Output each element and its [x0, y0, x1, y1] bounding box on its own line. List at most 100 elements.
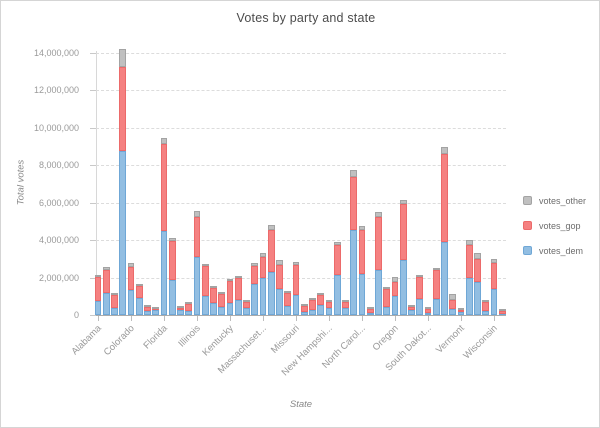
bar-kansas-votes_other[interactable]: [218, 292, 226, 295]
bar-ohio[interactable]: [375, 211, 382, 315]
bar-massachusetts[interactable]: [259, 252, 267, 315]
bar-washington-votes_other[interactable]: [474, 252, 481, 260]
bar-new-york[interactable]: [350, 170, 358, 315]
bar-arkansas-votes_other[interactable]: [111, 293, 118, 296]
bar-arizona[interactable]: [102, 266, 110, 315]
bar-michigan[interactable]: [267, 225, 275, 315]
bar-iowa-votes_dem[interactable]: [210, 302, 217, 315]
bar-louisiana[interactable]: [234, 276, 242, 315]
bar-kentucky-votes_gop[interactable]: [226, 280, 234, 304]
bar-indiana-votes_dem[interactable]: [201, 295, 209, 315]
bar-indiana-votes_other[interactable]: [201, 263, 209, 267]
bar-delaware-votes_dem[interactable]: [144, 310, 151, 315]
bar-california-votes_dem[interactable]: [119, 150, 127, 315]
bar-wyoming-votes_gop[interactable]: [498, 310, 506, 314]
bar-oregon-votes_other[interactable]: [391, 277, 399, 282]
bar-north-carolina-votes_dem[interactable]: [358, 273, 366, 315]
bar-vermont-votes_dem[interactable]: [457, 311, 465, 315]
bar-new-jersey-votes_dem[interactable]: [333, 274, 341, 315]
bar-oklahoma-votes_gop[interactable]: [383, 289, 391, 308]
bar-south-carolina-votes_other[interactable]: [416, 275, 424, 278]
bar-michigan-votes_gop[interactable]: [267, 229, 275, 273]
bar-florida-votes_dem[interactable]: [160, 230, 168, 315]
bar-illinois-votes_gop[interactable]: [193, 216, 201, 258]
bar-connecticut-votes_dem[interactable]: [135, 298, 143, 315]
bar-texas-votes_gop[interactable]: [441, 154, 448, 243]
bar-nevada-votes_gop[interactable]: [317, 295, 325, 305]
bar-utah-votes_other[interactable]: [449, 293, 457, 300]
bar-colorado-votes_dem[interactable]: [127, 289, 135, 315]
bar-rhode-island-votes_other[interactable]: [408, 304, 415, 307]
bar-maryland-votes_gop[interactable]: [251, 265, 259, 284]
bar-tennessee[interactable]: [432, 267, 440, 315]
bar-vermont-votes_other[interactable]: [457, 307, 465, 310]
bar-louisiana-votes_gop[interactable]: [234, 278, 242, 301]
bar-illinois[interactable]: [193, 211, 201, 315]
bar-missouri-votes_other[interactable]: [292, 262, 300, 266]
bar-kentucky-votes_dem[interactable]: [226, 303, 234, 315]
bar-maine-votes_dem[interactable]: [243, 308, 250, 315]
bar-wisconsin-votes_dem[interactable]: [490, 289, 498, 315]
bar-minnesota-votes_gop[interactable]: [276, 264, 283, 290]
bar-michigan-votes_dem[interactable]: [267, 272, 275, 315]
bar-vermont[interactable]: [457, 307, 465, 315]
bar-virginia-votes_gop[interactable]: [465, 244, 473, 278]
bar-iowa[interactable]: [210, 285, 217, 315]
bar-delaware[interactable]: [144, 305, 151, 315]
bar-georgia-votes_dem[interactable]: [168, 279, 176, 315]
bar-colorado-votes_gop[interactable]: [127, 267, 135, 290]
bar-arizona-votes_dem[interactable]: [102, 293, 110, 315]
bar-wisconsin-votes_gop[interactable]: [490, 262, 498, 290]
bar-alabama-votes_other[interactable]: [94, 274, 102, 277]
bar-texas[interactable]: [441, 146, 448, 315]
bar-nebraska-votes_dem[interactable]: [309, 309, 316, 315]
legend-item-votes-gop[interactable]: votes_gop: [523, 221, 586, 231]
bar-mississippi-votes_other[interactable]: [284, 290, 292, 293]
bar-oregon[interactable]: [391, 277, 399, 315]
bar-oklahoma[interactable]: [383, 287, 391, 315]
bar-west-virginia[interactable]: [482, 300, 490, 315]
bar-mississippi[interactable]: [284, 290, 292, 315]
bar-tennessee-votes_gop[interactable]: [432, 270, 440, 299]
bar-alabama-votes_dem[interactable]: [94, 301, 102, 315]
bar-missouri-votes_gop[interactable]: [292, 265, 300, 295]
bar-north-dakota-votes_gop[interactable]: [366, 309, 374, 314]
bar-alabama-votes_gop[interactable]: [94, 276, 102, 302]
bar-new-mexico-votes_dem[interactable]: [342, 307, 349, 315]
bar-west-virginia-votes_gop[interactable]: [482, 302, 490, 312]
bar-rhode-island-votes_dem[interactable]: [408, 310, 415, 315]
bar-michigan-votes_other[interactable]: [267, 225, 275, 230]
bar-rhode-island-votes_gop[interactable]: [408, 306, 415, 311]
bar-georgia-votes_gop[interactable]: [168, 240, 176, 280]
bar-arizona-votes_gop[interactable]: [102, 269, 110, 294]
bar-montana-votes_gop[interactable]: [300, 306, 308, 312]
bar-hawaii-votes_gop[interactable]: [177, 307, 184, 310]
bar-north-carolina[interactable]: [358, 226, 366, 315]
legend-item-votes-other[interactable]: votes_other: [523, 196, 586, 206]
bar-florida[interactable]: [160, 138, 168, 315]
bar-hawaii-votes_dem[interactable]: [177, 310, 184, 315]
bar-nebraska[interactable]: [309, 298, 316, 315]
bar-new-york-votes_other[interactable]: [350, 170, 358, 177]
bar-hawaii[interactable]: [177, 305, 184, 315]
bar-colorado-votes_other[interactable]: [127, 262, 135, 268]
bar-colorado[interactable]: [127, 262, 135, 315]
bar-kansas[interactable]: [218, 292, 226, 315]
bar-missouri[interactable]: [292, 262, 300, 315]
bar-new-mexico-votes_other[interactable]: [342, 299, 349, 302]
bar-arkansas-votes_dem[interactable]: [111, 307, 118, 315]
bar-iowa-votes_gop[interactable]: [210, 287, 217, 303]
bar-pennsylvania-votes_dem[interactable]: [399, 260, 407, 315]
bar-vermont-votes_gop[interactable]: [457, 309, 465, 312]
bar-oklahoma-votes_dem[interactable]: [383, 307, 391, 315]
bar-utah-votes_dem[interactable]: [449, 309, 457, 315]
bar-connecticut[interactable]: [135, 283, 143, 315]
bar-north-dakota-votes_other[interactable]: [366, 307, 374, 310]
bar-georgia-votes_other[interactable]: [168, 238, 176, 241]
bar-pennsylvania-votes_other[interactable]: [399, 200, 407, 205]
bar-new-mexico[interactable]: [342, 299, 349, 315]
bar-california-votes_gop[interactable]: [119, 66, 127, 151]
bar-kentucky[interactable]: [226, 278, 234, 315]
bar-south-dakota[interactable]: [424, 306, 432, 315]
bar-nebraska-votes_other[interactable]: [309, 298, 316, 301]
